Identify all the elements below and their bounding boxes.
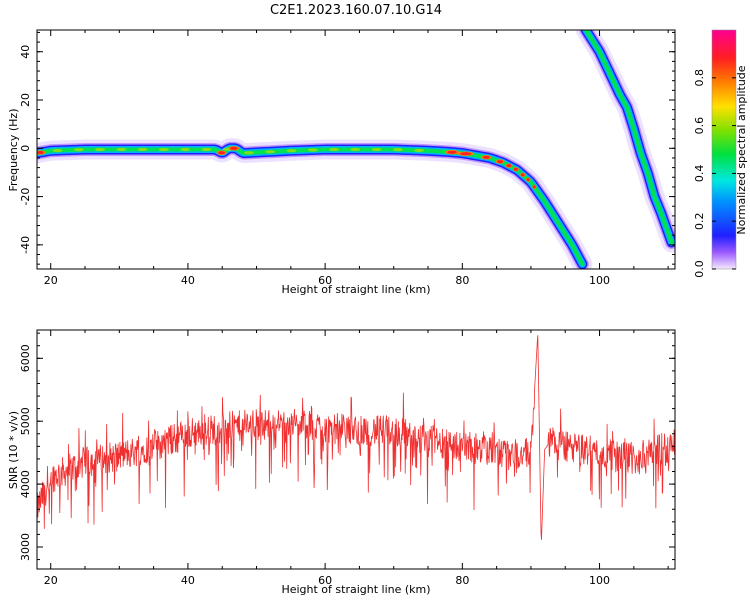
- colorbar: 0.0 0.2 0.4 0.6 0.8 Normalized spectral ampl…: [693, 29, 748, 278]
- spectrogram-x-tick-label: 80: [455, 274, 469, 287]
- snr-axes: 20 40 60 80 100 3000 4000 5000 6000: [19, 329, 676, 587]
- spectrogram-strong-peak: [37, 151, 44, 155]
- spectrogram-strong-peak: [506, 164, 512, 168]
- colorbar-tick-label: 0.8: [693, 69, 706, 87]
- colorbar-gradient: [712, 30, 736, 269]
- spectrogram-strong-peak: [447, 150, 457, 154]
- snr-y-axis-label: SNR (10 * v/v): [7, 411, 20, 489]
- colorbar-tick-label: 0.0: [693, 260, 706, 278]
- spectrogram-strong-peak: [513, 167, 518, 171]
- spectrogram-y-tick-label: 40: [19, 45, 32, 59]
- figure-title: C2E1.2023.160.07.10.G14: [270, 3, 442, 18]
- spectrogram-strong-peak: [460, 152, 472, 156]
- spectrogram-peak-mark: [73, 148, 84, 152]
- colorbar-tick-label: 0.6: [693, 117, 706, 135]
- spectrogram-strong-peak: [526, 178, 530, 182]
- spectrogram-axes: 20 40 60 80 100 -40 -20 0 20 40: [19, 29, 676, 287]
- spectrogram-y-tick-label: -40: [19, 236, 32, 254]
- spectrogram-peak-mark: [414, 148, 425, 152]
- colorbar-ticks: 0.0 0.2 0.4 0.6 0.8: [693, 29, 737, 278]
- spectrogram-frame: [36, 29, 676, 270]
- spectrogram-peak-mark: [52, 148, 63, 153]
- snr-y-tick-label: 4000: [19, 470, 32, 498]
- spectrogram-x-tick-label: 20: [44, 274, 58, 287]
- spectrogram-peak-mark: [95, 147, 106, 152]
- spectrogram-tracks: [37, 30, 675, 269]
- spectrogram-y-tick-label: -20: [19, 188, 32, 206]
- snr-x-tick-label: 60: [318, 574, 332, 587]
- snr-y-tick-label: 5000: [19, 407, 32, 435]
- snr-x-tick-label: 20: [44, 574, 58, 587]
- spectrogram-peak-mark: [286, 149, 297, 153]
- spectrogram-peak-mark: [329, 147, 340, 152]
- spectrogram-strong-peak: [532, 185, 536, 189]
- spectrogram-strong-peak: [496, 160, 504, 164]
- spectrogram-x-tick-label: 40: [181, 274, 195, 287]
- colorbar-frame: [711, 29, 737, 270]
- spectrogram-peak-mark: [307, 148, 318, 152]
- snr-panel: 20 40 60 80 100 3000 4000 5000 6000 Height of st…: [7, 329, 676, 596]
- spectrogram-peak-mark: [371, 147, 382, 152]
- colorbar-label: Normalized spectral amplitude: [735, 65, 748, 234]
- spectrogram-peak-mark: [201, 147, 212, 152]
- spectrogram-strong-peak: [482, 155, 490, 159]
- spectrogram-peak-mark: [180, 147, 191, 152]
- snr-line: [37, 335, 675, 540]
- spectrogram-peak-mark: [158, 147, 169, 152]
- spectrogram-peak-mark: [243, 151, 254, 155]
- snr-y-tick-label: 3000: [19, 533, 32, 561]
- spectrogram-peak-mark: [137, 147, 148, 152]
- spectrogram-peak-mark: [392, 148, 403, 152]
- spectrogram-x-axis-label: Height of straight line (km): [281, 283, 430, 296]
- spectrogram-x-tick-label: 60: [318, 274, 332, 287]
- snr-x-tick-label: 40: [181, 574, 195, 587]
- spectrogram-x-tick-label: 100: [589, 274, 610, 287]
- spectrogram-peak-mark: [350, 147, 361, 152]
- spectrogram-y-tick-label: 0: [19, 145, 32, 152]
- spectrogram-strong-peak: [218, 151, 226, 155]
- spectrogram-strong-peak: [520, 173, 525, 177]
- snr-x-tick-label: 80: [455, 574, 469, 587]
- spectrogram-y-tick-label: 20: [19, 93, 32, 107]
- spectrogram-panel: 20 40 60 80 100 -40 -20 0 20 40 Height of straigh…: [7, 29, 676, 296]
- colorbar-tick-label: 0.2: [693, 212, 706, 230]
- spectrogram-peak-mark: [265, 150, 276, 154]
- spectrogram-strong-peak: [230, 146, 238, 150]
- spectrogram-y-axis-label: Frequency (Hz): [7, 109, 20, 192]
- snr-y-tick-label: 6000: [19, 344, 32, 372]
- snr-x-tick-label: 100: [589, 574, 610, 587]
- spectrogram-peak-mark: [116, 147, 127, 152]
- snr-frame: [36, 329, 676, 570]
- snr-x-axis-label: Height of straight line (km): [281, 583, 430, 596]
- spectrogram-track-2-core: [583, 30, 674, 245]
- snr-series: [37, 335, 675, 540]
- colorbar-tick-label: 0.4: [693, 165, 706, 183]
